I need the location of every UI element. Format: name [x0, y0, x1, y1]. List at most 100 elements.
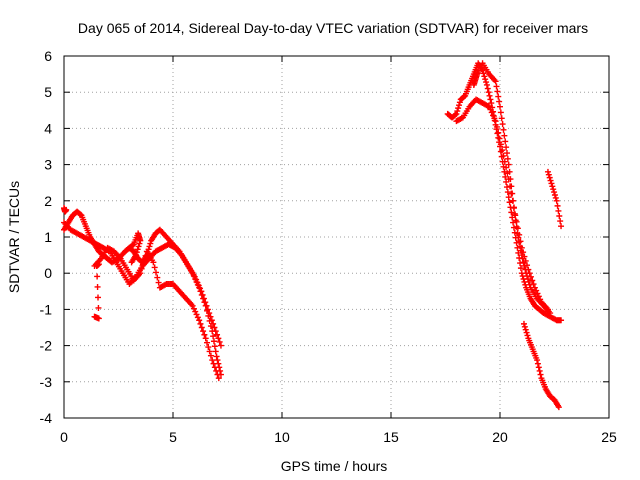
y-tick-label: 0: [44, 265, 52, 281]
data-point: [506, 168, 513, 175]
data-point: [522, 326, 529, 333]
data-point: [509, 190, 516, 197]
data-point: [454, 108, 461, 115]
data-point: [558, 223, 565, 230]
data-point: [524, 332, 531, 339]
data-point: [522, 266, 529, 273]
data-point: [518, 252, 525, 259]
data-point: [494, 88, 501, 95]
axis-ticks: [63, 55, 610, 419]
data-point: [141, 257, 148, 264]
data-point: [214, 331, 221, 338]
data-point: [501, 168, 508, 175]
data-point: [63, 206, 70, 213]
data-point: [552, 194, 559, 201]
series-track-i: [479, 60, 554, 317]
data-point: [492, 118, 499, 125]
data-point: [210, 320, 217, 327]
data-point: [215, 335, 222, 342]
data-point: [512, 217, 519, 224]
data-point: [484, 85, 491, 92]
data-point: [208, 317, 215, 324]
data-point: [517, 265, 524, 272]
data-point: [212, 348, 219, 355]
data-point: [551, 192, 558, 199]
data-point: [495, 129, 502, 136]
data-point: [502, 138, 509, 145]
data-point: [505, 194, 512, 201]
data-point: [503, 184, 510, 191]
data-point: [524, 273, 531, 280]
x-tick-label: 25: [601, 429, 617, 445]
data-point: [521, 262, 528, 269]
data-point: [205, 344, 212, 351]
data-point: [501, 132, 508, 139]
data-point: [456, 99, 463, 106]
data-point: [504, 155, 511, 162]
data-point: [197, 320, 204, 327]
data-point: [456, 102, 463, 109]
data-point: [554, 202, 561, 209]
data-point: [557, 218, 564, 225]
y-tick-label: -2: [40, 338, 53, 354]
data-point: [487, 96, 494, 103]
data-point: [452, 111, 459, 118]
y-tick-label: -3: [40, 374, 53, 390]
series-track-k: [520, 320, 562, 411]
data-point: [215, 375, 222, 382]
data-point: [534, 357, 541, 364]
data-point: [213, 353, 220, 360]
data-point: [493, 123, 500, 130]
data-point: [475, 67, 482, 74]
data-point: [453, 110, 460, 117]
data-point: [536, 367, 543, 374]
data-point: [494, 130, 501, 137]
y-tick-label: 2: [44, 193, 52, 209]
data-point: [523, 270, 530, 277]
data-point: [556, 213, 563, 220]
data-point: [94, 273, 101, 280]
data-point: [499, 147, 506, 154]
data-point: [555, 207, 562, 214]
data-point: [504, 189, 511, 196]
data-point: [198, 324, 205, 331]
data-point: [517, 243, 524, 250]
data-point: [497, 109, 504, 116]
data-point: [497, 103, 503, 110]
data-point: [138, 265, 145, 272]
data-point: [212, 328, 219, 335]
y-tick-labels: -4 -3 -2 -1 0 1 2 3 4 5 6: [40, 48, 53, 426]
data-point: [508, 209, 515, 216]
data-point: [210, 333, 217, 340]
data-point: [483, 81, 490, 88]
data-point: [544, 168, 551, 175]
x-tick-label: 15: [383, 429, 399, 445]
data-point: [151, 264, 158, 271]
data-point: [519, 255, 526, 262]
data-point: [200, 328, 207, 335]
data-point: [551, 189, 558, 196]
data-point: [199, 291, 206, 298]
series-track-h: [453, 96, 551, 313]
data-point: [550, 186, 557, 193]
data-point: [511, 210, 518, 217]
data-point: [214, 357, 221, 364]
x-tick-label: 10: [274, 429, 290, 445]
data-point: [137, 270, 144, 277]
data-point: [135, 243, 142, 250]
data-points: [61, 60, 565, 411]
data-point: [503, 144, 510, 151]
data-point: [200, 295, 207, 302]
series-track-f: [61, 205, 70, 215]
chart-title: Day 065 of 2014, Sidereal Day-to-day VTE…: [78, 20, 588, 36]
data-point: [501, 158, 508, 165]
data-point: [545, 171, 552, 178]
data-point: [510, 204, 517, 211]
data-point: [497, 141, 504, 148]
data-point: [147, 240, 154, 247]
data-point: [213, 367, 220, 374]
data-point: [516, 239, 523, 246]
data-point: [549, 183, 556, 190]
y-tick-label: 1: [44, 229, 52, 245]
